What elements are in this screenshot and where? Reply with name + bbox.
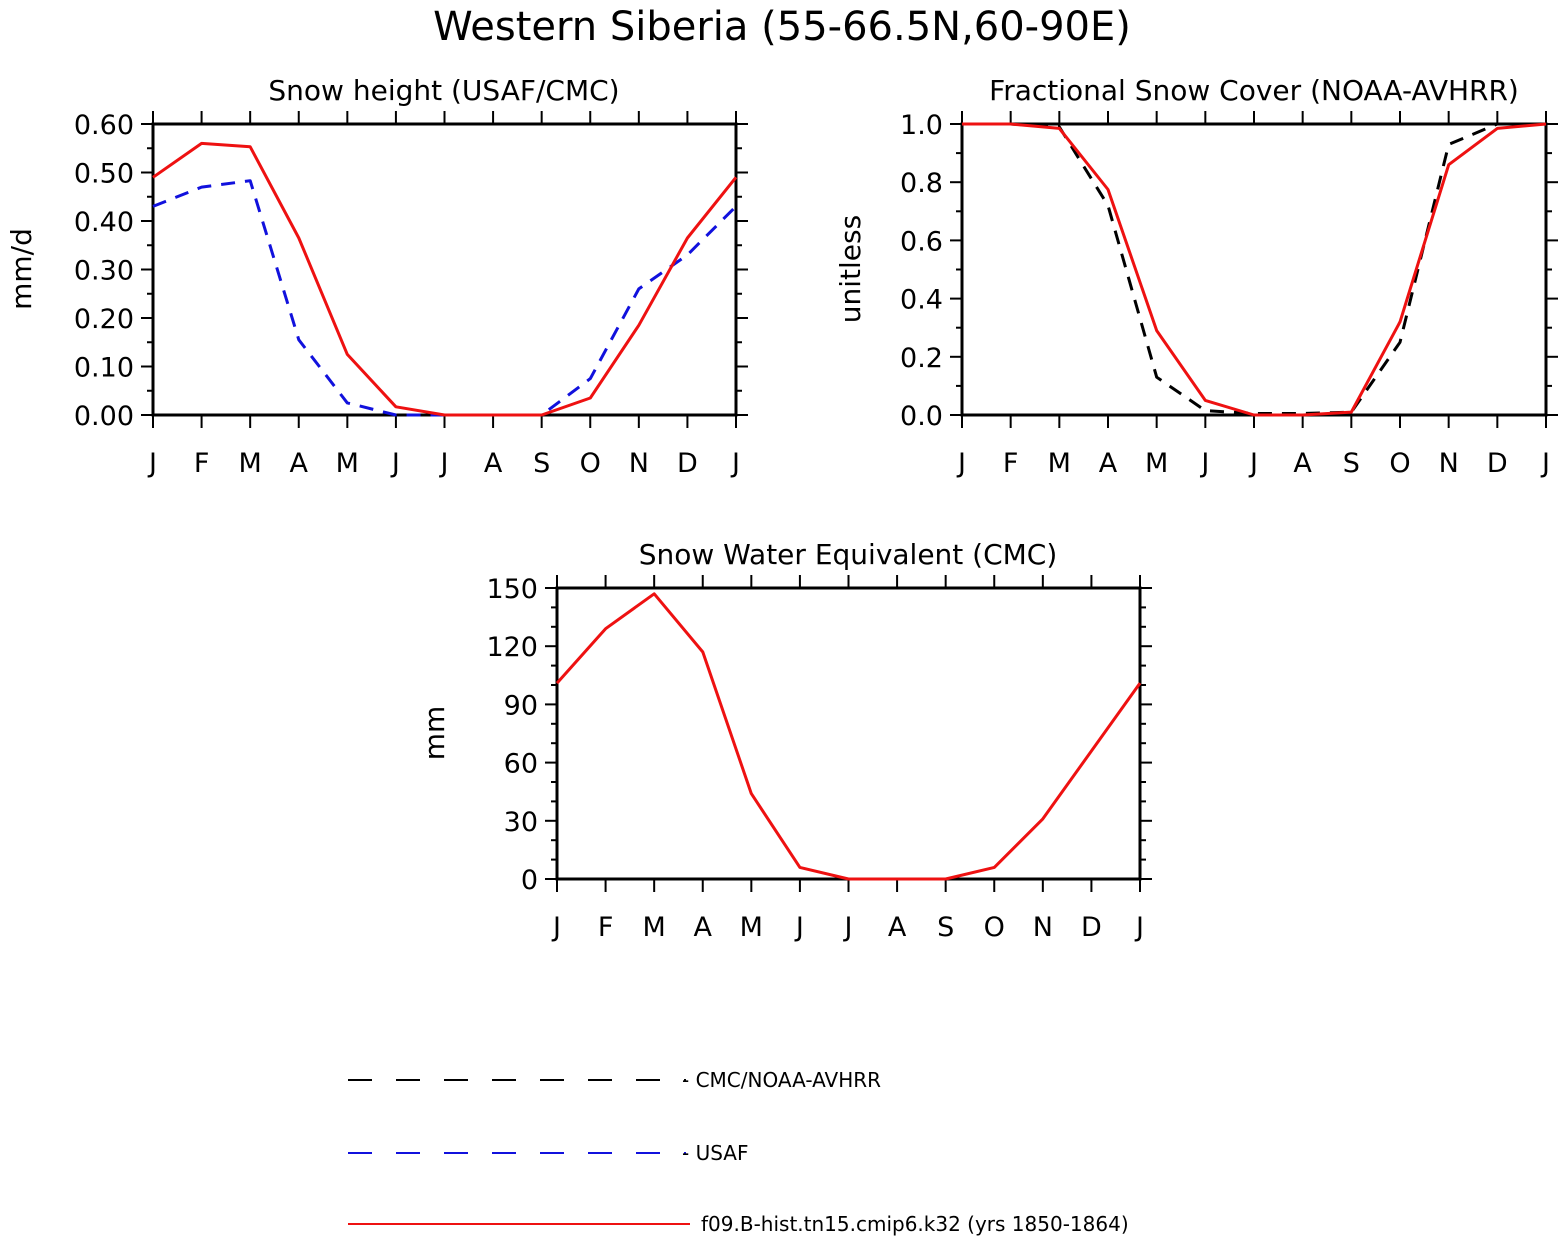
y-tick-label: 0.4 (900, 285, 943, 316)
x-tick-label: F (1003, 448, 1019, 479)
y-axis-label: mm (418, 706, 451, 761)
x-tick-label: S (937, 912, 954, 943)
plot-frame (151, 122, 738, 417)
y-tick-label: 0.10 (74, 353, 134, 384)
y-tick-label: 60 (504, 749, 538, 780)
x-tick-label: M (643, 912, 666, 943)
y-tick-label: 0.00 (74, 401, 134, 432)
y-tick-label: 150 (486, 574, 538, 605)
x-tick-label: A (290, 448, 309, 479)
x-tick-label: A (1293, 448, 1312, 479)
y-tick-label: 0.8 (900, 168, 943, 199)
y-tick-label: 0.20 (74, 304, 134, 335)
panel-title: Snow Water Equivalent (CMC) (639, 538, 1058, 571)
x-tick-label: O (580, 448, 601, 479)
legend-label-model: f09.B-hist.tn15.cmip6.k32 (yrs 1850-1864… (701, 1212, 1129, 1236)
series-line-f09-b-hist-tn15-cmip6-k32-yrs-1850-1864 (555, 592, 1142, 881)
x-tick-label: A (484, 448, 503, 479)
panel-title: Snow height (USAF/CMC) (268, 74, 619, 107)
x-tick-label: J (956, 448, 966, 479)
x-tick-label: J (1199, 448, 1209, 479)
y-tick-label: 0.6 (900, 226, 943, 257)
y-tick-label: 0 (521, 865, 538, 896)
y-tick-label: 0.2 (900, 343, 943, 374)
x-tick-label: A (694, 912, 713, 943)
y-tick-label: 120 (486, 632, 538, 663)
x-tick-label: M (336, 448, 359, 479)
x-tick-label: D (1487, 448, 1508, 479)
x-tick-label: A (1099, 448, 1118, 479)
y-tick-label: 30 (504, 807, 538, 838)
x-tick-label: O (984, 912, 1005, 943)
y-tick-label: 0.30 (74, 256, 134, 287)
legend-label-cmc: - CMC/NOAA-AVHRR (682, 1068, 881, 1092)
y-tick-label: 90 (504, 690, 538, 721)
x-tick-label: J (390, 448, 400, 479)
y-tick-label: 0.50 (74, 159, 134, 190)
x-tick-label: J (1248, 448, 1258, 479)
x-tick-label: J (147, 448, 157, 479)
x-tick-label: J (843, 912, 853, 943)
x-tick-label: S (533, 448, 550, 479)
y-axis-label: unitless (834, 215, 867, 323)
x-tick-label: N (629, 448, 649, 479)
x-tick-label: J (439, 448, 449, 479)
y-tick-label: 0.60 (74, 110, 134, 141)
plot-frame (555, 586, 1142, 881)
x-tick-label: O (1389, 448, 1410, 479)
x-tick-label: A (888, 912, 907, 943)
y-tick-label: 1.0 (900, 110, 943, 141)
x-tick-label: N (1033, 912, 1053, 943)
y-axis-label: mm/d (5, 228, 38, 310)
series-line-f09-b-hist-tn15-cmip6-k32-yrs-1850-1864 (962, 122, 1547, 417)
x-tick-label: J (1134, 912, 1144, 943)
x-tick-label: N (1439, 448, 1459, 479)
x-tick-label: F (194, 448, 210, 479)
panel-title: Fractional Snow Cover (NOAA-AVHRR) (989, 74, 1519, 107)
y-tick-label: 0.40 (74, 207, 134, 238)
legend: - CMC/NOAA-AVHRR - USAF f09.B-hist.tn15.… (348, 1068, 1129, 1236)
plot-frame (960, 122, 1548, 417)
x-tick-label: D (677, 448, 698, 479)
x-tick-label: S (1343, 448, 1360, 479)
figure-title: Western Siberia (55-66.5N,60-90E) (433, 4, 1131, 50)
x-tick-label: J (551, 912, 561, 943)
x-tick-label: M (239, 448, 262, 479)
x-tick-label: M (740, 912, 763, 943)
x-tick-label: J (1540, 448, 1550, 479)
y-tick-label: 0.0 (900, 401, 943, 432)
x-tick-label: M (1048, 448, 1071, 479)
x-tick-label: M (1145, 448, 1168, 479)
legend-label-usaf: - USAF (682, 1141, 748, 1165)
series-line-cmc-noaa-avhrr (962, 122, 1546, 415)
series-line-usaf (152, 179, 738, 417)
fractional-snow-cover-panel: Fractional Snow Cover (NOAA-AVHRR) unitl… (834, 74, 1558, 479)
series-line-f09-b-hist-tn15-cmip6-k32-yrs-1850-1864 (152, 141, 738, 417)
x-tick-label: J (730, 448, 740, 479)
x-tick-label: J (794, 912, 804, 943)
x-tick-label: F (598, 912, 614, 943)
x-tick-label: D (1081, 912, 1102, 943)
